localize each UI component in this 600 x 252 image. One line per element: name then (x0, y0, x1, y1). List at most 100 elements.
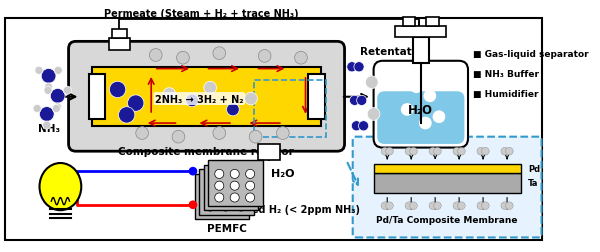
Bar (374, 164, 521, 173)
Circle shape (204, 82, 217, 95)
Circle shape (477, 202, 485, 210)
Circle shape (118, 107, 135, 123)
Circle shape (381, 202, 389, 210)
Circle shape (405, 148, 413, 155)
Bar (395, 27, 446, 38)
Circle shape (206, 202, 215, 211)
Circle shape (128, 96, 144, 112)
Text: ■ Gas-liquid separator: ■ Gas-liquid separator (473, 49, 589, 58)
Circle shape (482, 148, 489, 155)
Text: ■ NH₃ Buffer: ■ NH₃ Buffer (473, 69, 539, 78)
Circle shape (410, 202, 417, 210)
Circle shape (259, 50, 271, 63)
Text: Composite membrane reactor: Composite membrane reactor (118, 147, 293, 156)
Circle shape (354, 62, 364, 73)
Circle shape (458, 202, 465, 210)
Circle shape (506, 148, 513, 155)
Circle shape (44, 84, 53, 92)
Text: Pd: Pd (528, 164, 540, 173)
Circle shape (410, 81, 422, 94)
Circle shape (367, 108, 380, 121)
Circle shape (433, 111, 445, 123)
Circle shape (217, 183, 226, 192)
Bar (403, 18, 415, 27)
Circle shape (136, 127, 148, 140)
Circle shape (352, 121, 362, 131)
Bar (413, 38, 429, 63)
Circle shape (206, 191, 215, 200)
Circle shape (477, 148, 485, 155)
Circle shape (358, 121, 368, 131)
Circle shape (405, 202, 413, 210)
Circle shape (40, 107, 54, 122)
Circle shape (206, 179, 215, 188)
Circle shape (215, 170, 224, 179)
Text: Retentate: Retentate (360, 47, 419, 57)
Circle shape (63, 87, 71, 95)
Circle shape (241, 186, 250, 195)
Bar (208, 161, 263, 206)
Circle shape (226, 186, 235, 195)
Text: Ta: Ta (528, 179, 538, 188)
Circle shape (172, 131, 185, 143)
Circle shape (232, 195, 241, 204)
Circle shape (424, 90, 436, 103)
Circle shape (176, 52, 190, 65)
Bar (92, 68, 321, 126)
Circle shape (429, 202, 437, 210)
FancyBboxPatch shape (353, 137, 542, 237)
Bar (254, 81, 326, 137)
Circle shape (185, 95, 199, 107)
Circle shape (230, 181, 239, 191)
Circle shape (236, 179, 245, 188)
Circle shape (295, 52, 307, 65)
Circle shape (365, 77, 378, 89)
FancyBboxPatch shape (68, 42, 344, 152)
Circle shape (221, 179, 230, 188)
Circle shape (163, 88, 176, 101)
Circle shape (44, 87, 52, 95)
Circle shape (236, 202, 245, 211)
Circle shape (226, 174, 235, 183)
Circle shape (434, 148, 441, 155)
Circle shape (201, 195, 210, 204)
Bar (112, 29, 127, 39)
Circle shape (217, 207, 226, 216)
Circle shape (501, 148, 509, 155)
Circle shape (277, 127, 289, 140)
Text: NH₃: NH₃ (38, 123, 59, 133)
Circle shape (245, 181, 254, 191)
Circle shape (386, 202, 394, 210)
Circle shape (213, 127, 226, 140)
Circle shape (50, 89, 65, 104)
Circle shape (429, 148, 437, 155)
Circle shape (482, 202, 489, 210)
Circle shape (149, 49, 162, 62)
Circle shape (41, 69, 56, 84)
Circle shape (109, 82, 126, 98)
Circle shape (245, 170, 254, 179)
Text: 2NH₃ → 3H₂ + N₂: 2NH₃ → 3H₂ + N₂ (155, 94, 244, 104)
Circle shape (230, 170, 239, 179)
Circle shape (215, 193, 224, 202)
Circle shape (227, 104, 239, 116)
Circle shape (43, 121, 51, 130)
Circle shape (232, 207, 241, 216)
Circle shape (190, 201, 197, 209)
Text: ■ Humidifier: ■ Humidifier (473, 89, 539, 98)
Text: Pd/Ta Composite Membrane: Pd/Ta Composite Membrane (376, 215, 518, 224)
Circle shape (215, 181, 224, 191)
Circle shape (33, 105, 41, 113)
Circle shape (201, 183, 210, 192)
Bar (259, 144, 280, 161)
Circle shape (401, 104, 413, 116)
Circle shape (249, 131, 262, 143)
Circle shape (54, 67, 62, 75)
Circle shape (241, 174, 250, 183)
Circle shape (226, 198, 235, 207)
FancyBboxPatch shape (374, 61, 468, 148)
Circle shape (245, 93, 257, 106)
Circle shape (245, 193, 254, 202)
Circle shape (350, 96, 359, 106)
Circle shape (230, 193, 239, 202)
